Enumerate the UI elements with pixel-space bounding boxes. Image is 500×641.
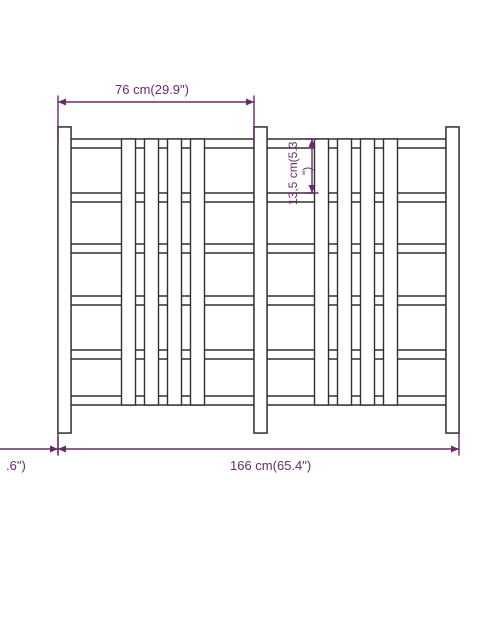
headboard-drawing (58, 127, 459, 433)
svg-text:13,5 cm(5.3: 13,5 cm(5.3 (286, 141, 300, 205)
svg-text:166 cm(65.4"): 166 cm(65.4") (230, 458, 311, 473)
svg-text:.6"): .6") (6, 458, 26, 473)
diagram-canvas: 76 cm(29.9") 13,5 cm(5.3") 166 cm(65.4") .6… (0, 0, 500, 641)
svg-text:"): ") (300, 167, 314, 175)
svg-text:76 cm(29.9"): 76 cm(29.9") (115, 82, 189, 97)
